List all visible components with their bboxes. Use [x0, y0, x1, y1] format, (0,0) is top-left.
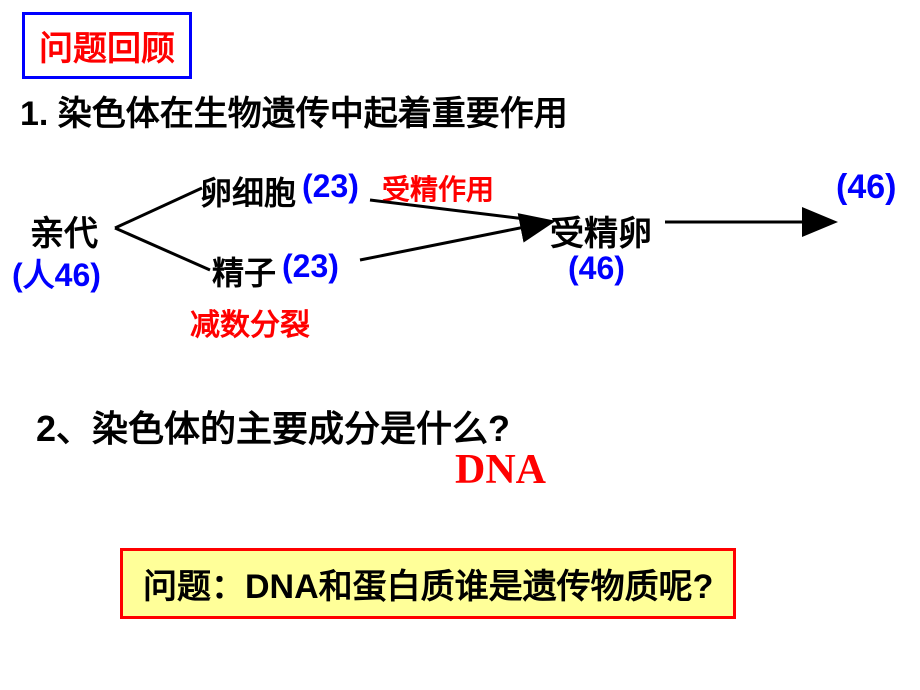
offspring-count: (46) — [836, 168, 896, 207]
heading-2: 2、染色体的主要成分是什么? — [36, 400, 510, 452]
zygote-label: 受精卵 — [550, 206, 652, 255]
heading-1: 1. 染色体在生物遗传中起着重要作用 — [20, 86, 568, 135]
question-box: 问题：DNA和蛋白质谁是遗传物质呢? — [120, 548, 736, 619]
parent-count: (人46) — [12, 250, 101, 296]
parent-label: 亲代 — [30, 206, 98, 255]
meiosis-label: 减数分裂 — [190, 300, 310, 344]
dna-answer: DNA — [455, 446, 546, 494]
fertilization-label: 受精作用 — [382, 168, 494, 208]
sperm-count: (23) — [282, 248, 339, 285]
title-box: 问题回顾 — [22, 12, 192, 79]
egg-cell-count: (23) — [302, 168, 359, 205]
zygote-count: (46) — [568, 250, 625, 287]
sperm-label: 精子 — [212, 248, 276, 294]
egg-cell-label: 卵细胞 — [200, 168, 296, 214]
